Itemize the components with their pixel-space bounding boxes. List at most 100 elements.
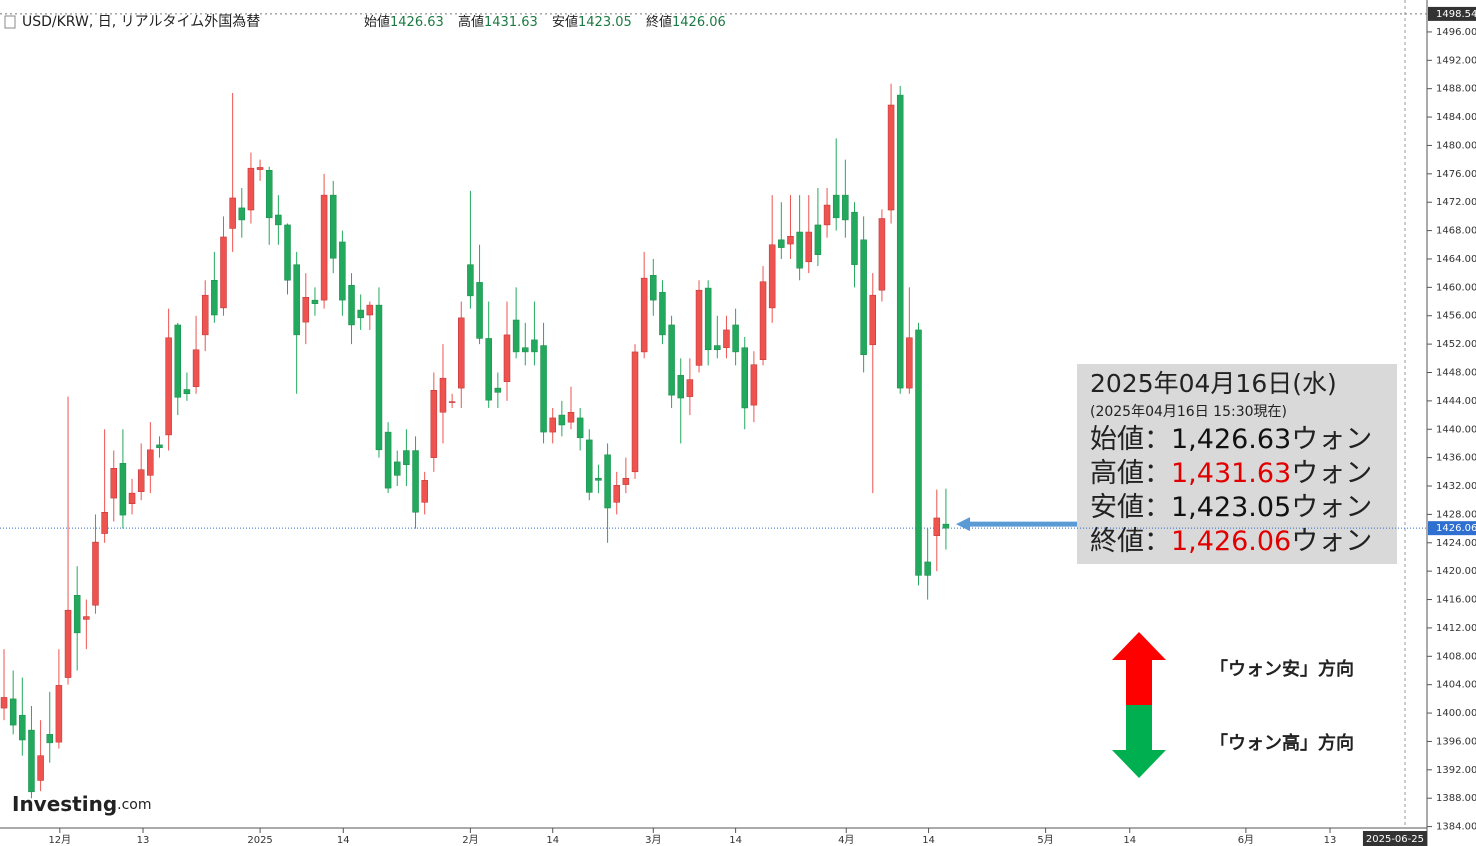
- info-row: 始値：1,426.63ウォン: [1090, 424, 1372, 455]
- x-tick-label: 3月: [645, 834, 661, 846]
- info-unit: ウォン: [1291, 492, 1372, 523]
- candle-body: [192, 349, 200, 387]
- x-tick-label: 5月: [1037, 834, 1053, 846]
- y-tick-label: 1496.00: [1436, 27, 1476, 38]
- y-tick-label: 1412.00: [1436, 623, 1476, 634]
- candle-body: [247, 167, 255, 211]
- candle-body: [842, 194, 849, 221]
- x-tick-label: 13: [1324, 835, 1337, 846]
- candle-body: [357, 309, 364, 319]
- header-label: 安値: [552, 14, 578, 30]
- candle-body: [92, 541, 99, 606]
- candle-body: [439, 377, 447, 413]
- candle-body: [37, 755, 44, 781]
- y-tick-label: 1408.00: [1436, 651, 1476, 662]
- y-tick-label: 1488.00: [1436, 84, 1476, 95]
- candle-body: [421, 480, 428, 503]
- candle-body: [83, 616, 90, 620]
- chart-title: USD/KRW, 日, リアルタイム外国為替: [22, 14, 260, 30]
- candle-body: [695, 289, 703, 366]
- y-tick-label: 1392.00: [1436, 765, 1476, 776]
- candle-body: [448, 401, 456, 403]
- x-tick-label: 12月: [48, 834, 71, 846]
- candle-body: [412, 450, 419, 513]
- y-tick-label: 1432.00: [1436, 481, 1476, 492]
- info-label: 高値：: [1090, 458, 1171, 489]
- collapse-icon[interactable]: [4, 15, 16, 29]
- x-tick-label: 14: [922, 835, 935, 846]
- candle-body: [403, 450, 410, 465]
- candle-body: [284, 224, 291, 281]
- candle-body: [896, 94, 904, 389]
- candle-body: [147, 449, 154, 476]
- info-date: 2025年04月16日(水): [1090, 369, 1337, 398]
- up-arrow: [1112, 632, 1166, 705]
- candle-body: [924, 561, 931, 576]
- candle-body: [531, 339, 538, 353]
- candle-body: [723, 329, 730, 348]
- info-row: 高値：1,431.63ウォン: [1090, 458, 1372, 489]
- candle-body: [28, 729, 35, 793]
- candle-body: [759, 281, 767, 360]
- y-tick-label: 1436.00: [1436, 453, 1476, 464]
- y-tick-label: 1472.00: [1436, 197, 1476, 208]
- y-tick-label: 1388.00: [1436, 793, 1476, 804]
- candle-body: [229, 197, 236, 229]
- y-tick-label: 1396.00: [1436, 736, 1476, 747]
- candle-body: [174, 324, 182, 398]
- header-number: 1423.05: [578, 15, 632, 30]
- y-tick-label: 1420.00: [1436, 566, 1476, 577]
- candle-body: [878, 218, 886, 291]
- candle-body: [503, 334, 511, 382]
- candle-body: [458, 317, 465, 389]
- candle-body: [119, 463, 127, 516]
- y-tick-label: 1452.00: [1436, 339, 1476, 350]
- candle-body: [485, 338, 492, 401]
- candle-body: [275, 214, 282, 226]
- logo-suffix: .com: [117, 797, 151, 813]
- candle-body: [265, 170, 273, 219]
- candle-body: [631, 351, 639, 473]
- y-tick-label: 1468.00: [1436, 226, 1476, 237]
- info-value: 1,426.06: [1171, 526, 1291, 557]
- candle-body: [110, 468, 118, 499]
- candle-body: [156, 444, 163, 448]
- header-value: 安値1423.05: [552, 14, 632, 30]
- x-tick-label: 2月: [462, 834, 478, 846]
- header-number: 1431.63: [484, 15, 538, 30]
- candle-body: [211, 280, 218, 316]
- candle-body: [576, 417, 584, 439]
- info-label: 始値：: [1090, 424, 1171, 455]
- candle-body: [942, 523, 950, 529]
- info-row: 終値：1,426.06ウォン: [1090, 526, 1372, 557]
- header-number: 1426.06: [672, 15, 726, 30]
- candle-body: [375, 304, 383, 451]
- y-tick-label: 1492.00: [1436, 55, 1476, 66]
- candle-body: [586, 439, 593, 493]
- header-label: 高値: [458, 14, 484, 30]
- candle-body: [640, 277, 648, 353]
- x-tick-label: 6月: [1238, 834, 1254, 846]
- header-value: 終値1426.06: [646, 14, 726, 30]
- y-tick-label: 1416.00: [1436, 595, 1476, 606]
- direction-note: 「ウォン安」方向: [1210, 658, 1354, 680]
- candle-body: [659, 292, 666, 336]
- y-tick-label: 1384.00: [1436, 822, 1476, 833]
- header-label: 終値: [646, 14, 672, 30]
- y-tick-label: 1428.00: [1436, 509, 1476, 520]
- x-tick-label: 4月: [838, 834, 854, 846]
- info-as-of: (2025年04月16日 15:30現在): [1090, 404, 1287, 420]
- candle-body: [64, 609, 72, 678]
- info-label: 終値：: [1090, 526, 1171, 557]
- info-value: 1,423.05: [1171, 492, 1291, 523]
- candle-body: [604, 454, 611, 509]
- candle-body: [933, 517, 941, 536]
- candle-body: [668, 324, 675, 396]
- candle-body: [704, 287, 712, 351]
- candle-body: [522, 347, 529, 353]
- x-tick-label: 14: [1123, 835, 1136, 846]
- current-price-box: [1428, 521, 1476, 536]
- candle-body: [9, 698, 17, 726]
- candle-body: [787, 236, 794, 245]
- candle-body: [302, 297, 310, 323]
